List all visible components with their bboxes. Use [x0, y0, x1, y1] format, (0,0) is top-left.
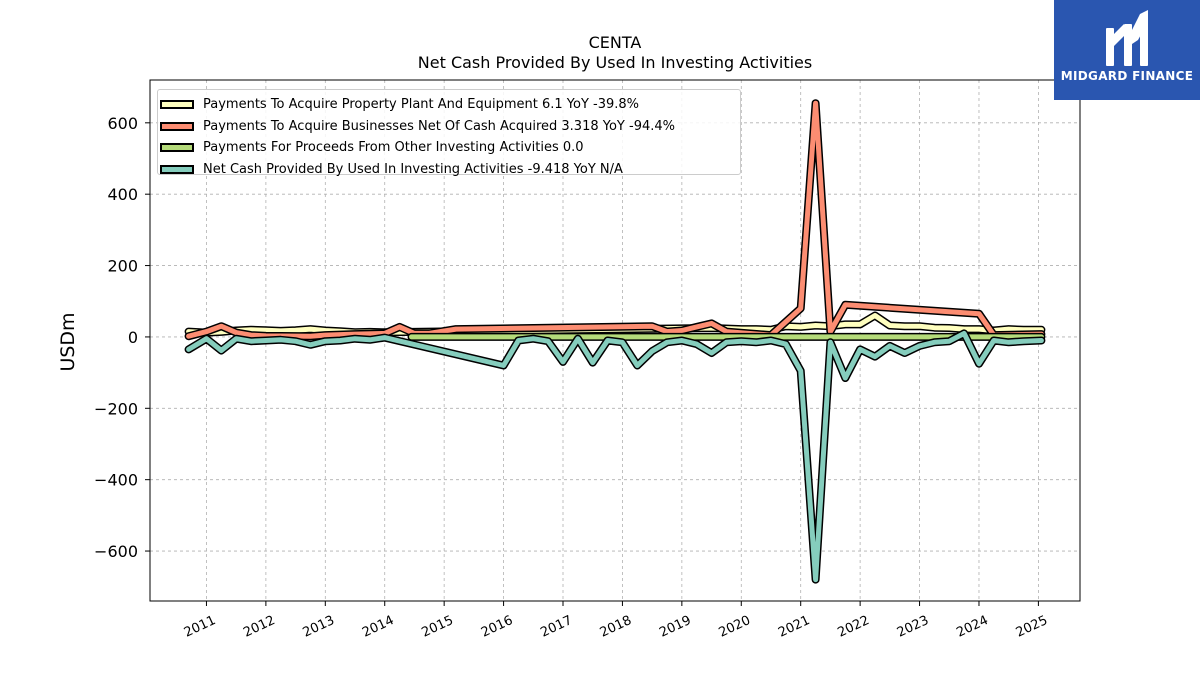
y-tick-label: −600 — [94, 542, 138, 561]
x-tick-label: 2014 — [360, 613, 396, 641]
chart-title: CENTA — [588, 33, 642, 52]
series-line-net — [186, 330, 1044, 583]
x-tick-label: 2022 — [835, 613, 871, 641]
legend-item-ppe: Payments To Acquire Property Plant And E… — [158, 94, 740, 116]
x-tick-label: 2025 — [1014, 613, 1050, 641]
legend-item-other: Payments For Proceeds From Other Investi… — [158, 137, 740, 159]
x-tick-label: 2012 — [241, 613, 277, 641]
legend-label-net: Net Cash Provided By Used In Investing A… — [203, 161, 623, 177]
legend-item-businesses: Payments To Acquire Businesses Net Of Ca… — [158, 116, 740, 138]
legend-item-net: Net Cash Provided By Used In Investing A… — [158, 159, 740, 181]
y-tick-label: −400 — [94, 471, 138, 490]
plot-frame — [149, 79, 1081, 602]
y-tick-label: 0 — [128, 328, 138, 347]
x-tick-label: 2023 — [895, 613, 931, 641]
legend-swatch-other — [160, 143, 194, 153]
legend-label-ppe: Payments To Acquire Property Plant And E… — [203, 97, 640, 113]
x-tick-label: 2011 — [182, 613, 218, 641]
x-tick-label: 2019 — [657, 613, 693, 641]
chart-subtitle: Net Cash Provided By Used In Investing A… — [417, 53, 813, 72]
x-tick-label: 2015 — [420, 613, 456, 641]
y-tick-label: 200 — [107, 257, 138, 276]
x-tick-label: 2016 — [479, 613, 515, 641]
legend-label-other: Payments For Proceeds From Other Investi… — [203, 140, 584, 156]
series-outline-net — [184, 329, 1046, 584]
series-line-businesses — [186, 100, 1044, 339]
x-tick-label: 2013 — [301, 613, 337, 641]
x-tick-label: 2020 — [717, 613, 753, 641]
brand-logo: MIDGARD FINANCE — [1054, 0, 1200, 100]
legend-swatch-businesses — [160, 121, 194, 131]
midgard-logo-icon — [1106, 10, 1148, 66]
brand-name: MIDGARD FINANCE — [1060, 69, 1194, 83]
legend-swatch-net — [160, 164, 194, 174]
y-tick-label: −200 — [94, 399, 138, 418]
legend-swatch-ppe — [160, 100, 194, 110]
y-axis-label: USDm — [57, 312, 79, 372]
x-tick-label: 2018 — [598, 613, 634, 641]
x-tick-label: 2017 — [538, 613, 574, 641]
legend: Payments To Acquire Property Plant And E… — [157, 89, 741, 177]
y-tick-label: 600 — [107, 114, 138, 133]
x-tick-label: 2021 — [776, 613, 812, 641]
legend-label-businesses: Payments To Acquire Businesses Net Of Ca… — [203, 118, 675, 134]
y-tick-label: 400 — [107, 185, 138, 204]
x-tick-label: 2024 — [954, 613, 990, 641]
